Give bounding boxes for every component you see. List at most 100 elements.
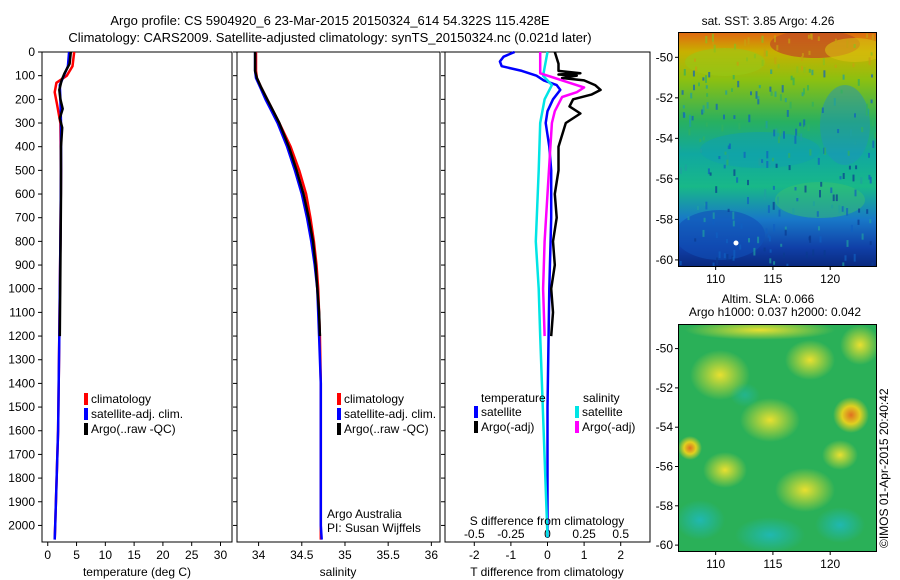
sst-speckle — [812, 201, 815, 206]
map-y-tick-label: -60 — [656, 253, 674, 267]
sst-speckle — [715, 103, 718, 110]
sst-speckle — [834, 38, 837, 44]
depth-tick-label: 1700 — [8, 447, 35, 461]
sst-speckle — [808, 68, 811, 73]
sst-speckle — [682, 105, 685, 109]
sst-speckle — [766, 161, 769, 168]
series-line-climatology — [254, 52, 323, 540]
depth-tick-label: 800 — [15, 234, 35, 248]
sst-speckle — [702, 136, 705, 141]
sst-speckle — [770, 91, 773, 96]
sst-speckle — [731, 88, 733, 92]
sst-speckle — [701, 109, 704, 115]
sst-speckle — [792, 208, 795, 215]
sst-speckle — [736, 177, 739, 183]
sst-speckle — [727, 208, 730, 212]
sst-speckle — [766, 151, 769, 159]
sst-speckle — [774, 35, 776, 43]
legend-swatch-satellite-adj — [337, 408, 341, 420]
sst-speckle — [869, 241, 872, 246]
sla-map-subtitle: Argo h1000: 0.037 h2000: 0.042 — [689, 305, 861, 319]
sst-speckle — [712, 41, 715, 45]
sst-speckle — [846, 240, 849, 247]
sst-speckle — [777, 196, 779, 205]
figure-title-line2: Climatology: CARS2009. Satellite-adjuste… — [68, 30, 592, 45]
sst-speckle — [761, 59, 764, 66]
sst-speckle — [715, 186, 718, 193]
institution-annotation: Argo Australia — [327, 507, 402, 521]
sla-map-axes: 110 115 120 -50 -52 -54 -56 -58 -60 — [656, 342, 841, 571]
depth-tick-label: 100 — [15, 69, 35, 83]
map-y-tick-label: -50 — [656, 342, 674, 356]
sst-speckle — [866, 33, 869, 38]
sst-speckle — [865, 109, 868, 116]
sst-speckle — [871, 34, 874, 41]
sst-speckle — [854, 189, 857, 197]
sst-speckle — [823, 70, 826, 78]
sst-speckle — [683, 69, 686, 76]
sst-speckle — [794, 135, 797, 144]
sst-speckle — [747, 37, 750, 45]
sst-speckle — [771, 135, 774, 140]
sst-speckle — [846, 208, 849, 216]
sst-speckle — [680, 167, 682, 174]
s-diff-tick-label: 0.25 — [572, 527, 596, 541]
legend-title-salinity: salinity — [583, 391, 620, 405]
sst-speckle — [855, 165, 858, 170]
sst-speckle — [831, 204, 834, 209]
sst-speckle — [757, 99, 760, 105]
sst-speckle — [681, 90, 684, 95]
legend-swatch-argo — [337, 423, 341, 435]
sst-speckle — [869, 176, 872, 184]
x-tick-label: 30 — [214, 548, 228, 562]
depth-tick-label: 2000 — [8, 518, 35, 532]
sst-speckle — [868, 152, 870, 158]
sst-speckle — [850, 224, 853, 232]
sst-speckle — [748, 114, 751, 123]
sst-speckle — [718, 251, 721, 259]
sst-speckle — [723, 253, 726, 259]
depth-tick-label: 1800 — [8, 471, 35, 485]
depth-tick-label: 0 — [28, 45, 35, 59]
sst-speckle — [816, 211, 819, 217]
sst-speckle — [843, 207, 846, 214]
sst-speckle — [732, 75, 735, 80]
sst-speckle — [783, 252, 785, 258]
sst-speckle — [835, 194, 838, 202]
sst-speckle — [779, 129, 782, 137]
x-tick-label: -1 — [506, 548, 517, 562]
sst-speckle — [788, 153, 791, 158]
legend-swatch-climatology — [84, 393, 88, 405]
depth-tick-label: 600 — [15, 187, 35, 201]
sst-speckle — [699, 138, 702, 142]
x-tick-label: 20 — [156, 548, 170, 562]
temperature-panel-frame — [41, 51, 233, 543]
depth-tick-label: 1400 — [8, 376, 35, 390]
legend-label-satellite-adj: satellite-adj. clim. — [344, 407, 436, 421]
depth-tick-label: 1900 — [8, 495, 35, 509]
depth-tick-label: 1500 — [8, 400, 35, 414]
sst-speckle — [732, 211, 735, 220]
map-y-tick-label: -56 — [656, 172, 674, 186]
series-line-temperature-satellite — [498, 50, 562, 538]
sst-speckle — [775, 128, 778, 137]
sst-speckle — [726, 154, 729, 159]
sst-speckle — [727, 145, 730, 150]
sst-speckle — [777, 64, 780, 69]
sst-speckle — [700, 148, 703, 153]
sst-speckle — [838, 205, 841, 214]
series-line-salinity-argo-adj- — [538, 52, 586, 337]
sst-speckle — [750, 91, 752, 96]
sst-speckle — [687, 216, 690, 221]
sst-speckle — [853, 44, 856, 48]
x-tick-label: 34.5 — [290, 548, 314, 562]
sst-speckle — [861, 233, 864, 240]
x-tick-label: 1 — [581, 548, 588, 562]
sst-speckle — [784, 98, 787, 103]
sst-speckle — [725, 90, 728, 95]
sst-speckle — [796, 66, 799, 73]
sst-speckle — [853, 253, 856, 262]
sst-speckle — [718, 156, 721, 160]
sst-speckle — [748, 238, 750, 243]
t-difference-axis-label: T difference from climatology — [470, 565, 624, 579]
